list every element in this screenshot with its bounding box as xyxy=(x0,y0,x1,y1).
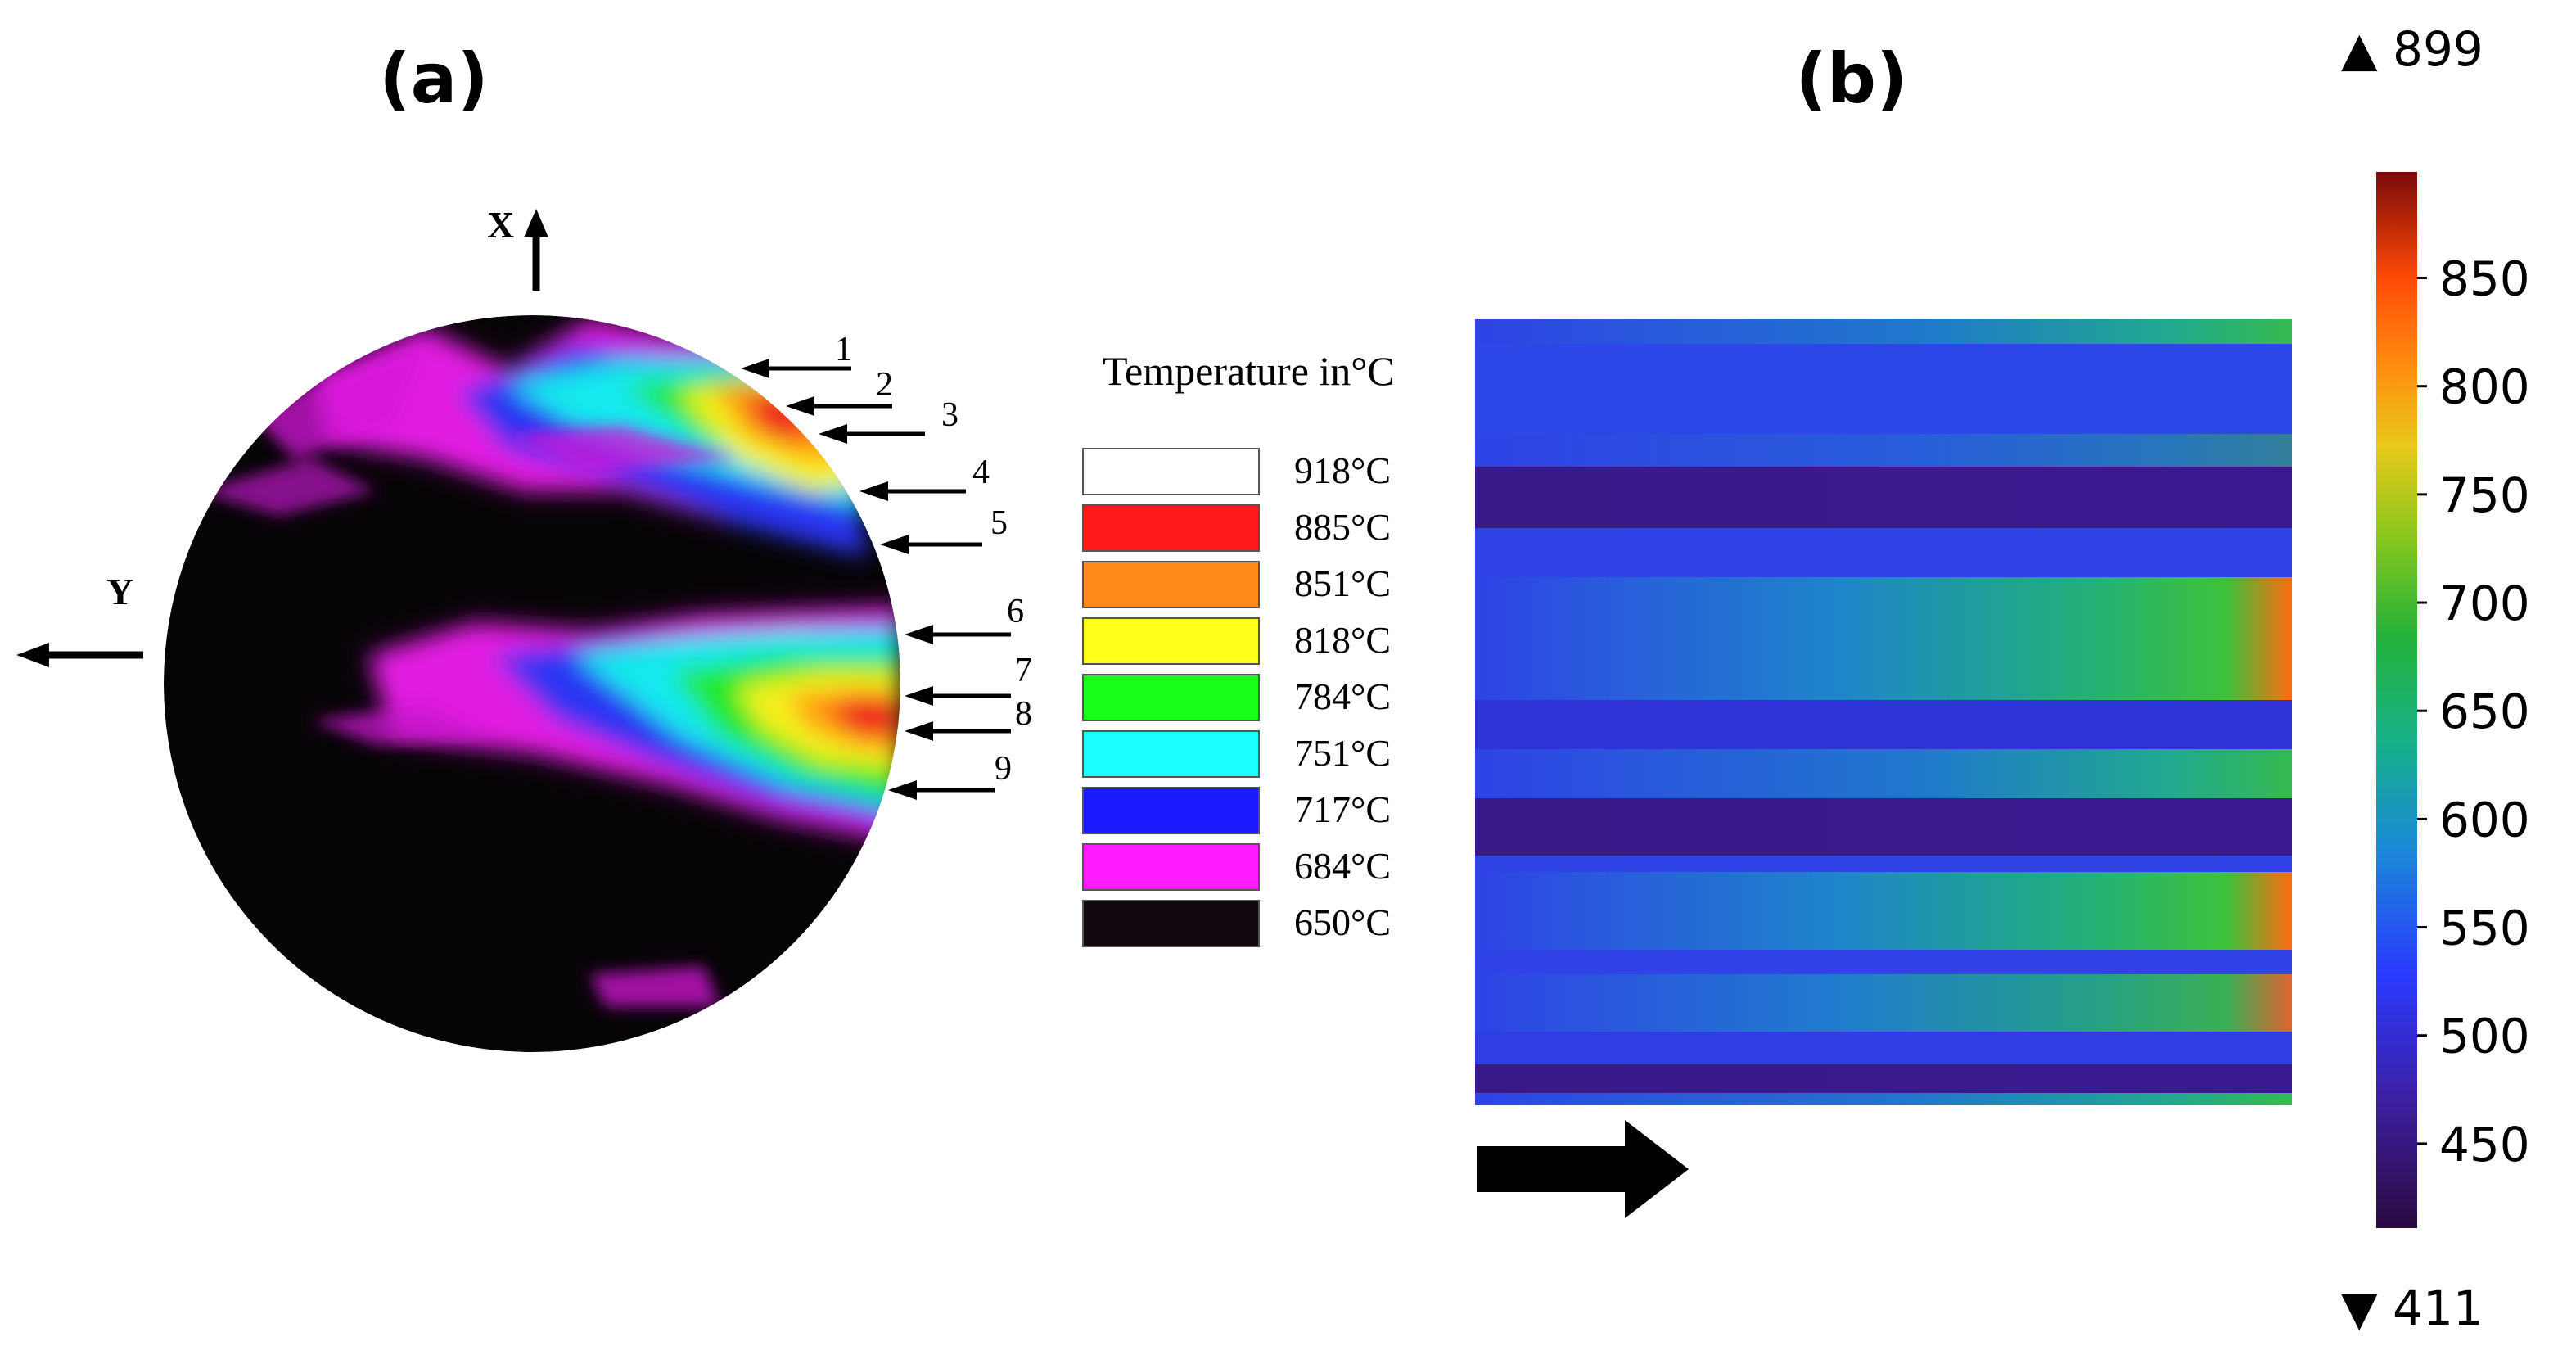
temperature-legend: 918°C 885°C 851°C 818°C 784°C 751°C 717°C 684°C… xyxy=(1082,448,1391,947)
heatmap-band xyxy=(1475,1032,2292,1064)
callout-number-2: 2 xyxy=(876,366,893,404)
heatmap-band xyxy=(1475,749,2292,798)
y-axis-arrow xyxy=(16,643,143,667)
colorbar-tick-label: 850 xyxy=(2439,251,2530,307)
heatmap-band xyxy=(1475,950,2292,974)
heatmap-band xyxy=(1475,798,2292,856)
callout-number-1: 1 xyxy=(835,331,852,368)
panel-b-label: (b) xyxy=(1796,38,1908,119)
legend-swatch xyxy=(1082,448,1260,495)
flow-direction-arrow xyxy=(1477,1120,1689,1218)
legend-label: 650°C xyxy=(1294,901,1391,943)
callout-arrow xyxy=(888,780,995,800)
heatmap-band xyxy=(1475,1064,2292,1093)
colorbar-tick-label: 450 xyxy=(2439,1117,2530,1172)
heatmap-band xyxy=(1475,528,2292,577)
x-axis-label: X xyxy=(487,204,514,246)
callout-arrow xyxy=(905,625,1011,644)
callout-number-7: 7 xyxy=(1015,652,1032,689)
callout-number-5: 5 xyxy=(990,504,1008,542)
colorbar-max-label: ▲ 899 xyxy=(2341,21,2484,77)
colorbar-tick-label: 750 xyxy=(2439,467,2530,523)
colorbar-tick-label: 800 xyxy=(2439,359,2530,415)
colorbar-tick-label: 600 xyxy=(2439,792,2530,847)
colorbar-ticks: 850 800 750 700 650 600 550 500 450 xyxy=(2417,251,2530,1172)
legend-label: 918°C xyxy=(1294,449,1391,491)
legend-label: 751°C xyxy=(1294,732,1391,774)
heatmap-band xyxy=(1475,577,2292,700)
heatmap-band xyxy=(1475,467,2292,528)
callout-number-9: 9 xyxy=(995,750,1012,788)
colorbar-tick-label: 650 xyxy=(2439,684,2530,739)
callout-number-8: 8 xyxy=(1015,695,1032,733)
callout-arrow xyxy=(880,535,982,554)
legend-swatch xyxy=(1082,900,1260,947)
callout-arrow xyxy=(905,721,1011,741)
legend-title: Temperature in°C xyxy=(1103,348,1395,394)
heatmap-band xyxy=(1475,974,2292,1032)
heatmap-band xyxy=(1475,434,2292,467)
callout-arrows xyxy=(741,359,1011,800)
legend-label: 818°C xyxy=(1294,619,1391,661)
colorbar-tick-label: 550 xyxy=(2439,901,2530,956)
legend-label: 684°C xyxy=(1294,845,1391,887)
callout-arrow xyxy=(859,481,966,501)
callout-arrow xyxy=(819,424,925,444)
colorbar-gradient xyxy=(2376,172,2417,1228)
legend-swatch xyxy=(1082,730,1260,778)
heatmap-band xyxy=(1475,344,2292,434)
legend-swatch xyxy=(1082,674,1260,721)
heatmap xyxy=(1475,319,2292,1105)
heatmap-band xyxy=(1475,319,2292,344)
callout-number-6: 6 xyxy=(1007,593,1024,630)
y-axis-label: Y xyxy=(106,571,133,612)
legend-swatch xyxy=(1082,504,1260,552)
callout-number-4: 4 xyxy=(972,454,990,491)
callout-arrow xyxy=(905,686,1011,706)
heatmap-band xyxy=(1475,856,2292,872)
heatmap-band xyxy=(1475,872,2292,950)
legend-swatch xyxy=(1082,843,1260,891)
callout-arrow xyxy=(786,396,892,416)
callout-numbers: 1 2 3 4 5 6 7 8 9 xyxy=(835,331,1032,788)
legend-swatch xyxy=(1082,787,1260,834)
legend-label: 784°C xyxy=(1294,675,1391,717)
legend-label: 717°C xyxy=(1294,788,1391,830)
colorbar-tick-label: 500 xyxy=(2439,1009,2530,1064)
heatmap-band xyxy=(1475,1093,2292,1105)
x-axis-arrow xyxy=(524,209,548,291)
callout-arrow xyxy=(741,359,851,378)
panel-a-label: (a) xyxy=(379,38,488,119)
thermal-disc xyxy=(164,315,900,1052)
legend-swatch xyxy=(1082,617,1260,665)
legend-label: 885°C xyxy=(1294,506,1391,548)
legend-swatch xyxy=(1082,561,1260,608)
colorbar-tick-label: 700 xyxy=(2439,576,2530,631)
colorbar xyxy=(2376,172,2417,1228)
heatmap-band xyxy=(1475,700,2292,749)
callout-number-3: 3 xyxy=(941,396,959,434)
legend-label: 851°C xyxy=(1294,562,1391,604)
colorbar-min-label: ▼ 411 xyxy=(2341,1280,2484,1336)
